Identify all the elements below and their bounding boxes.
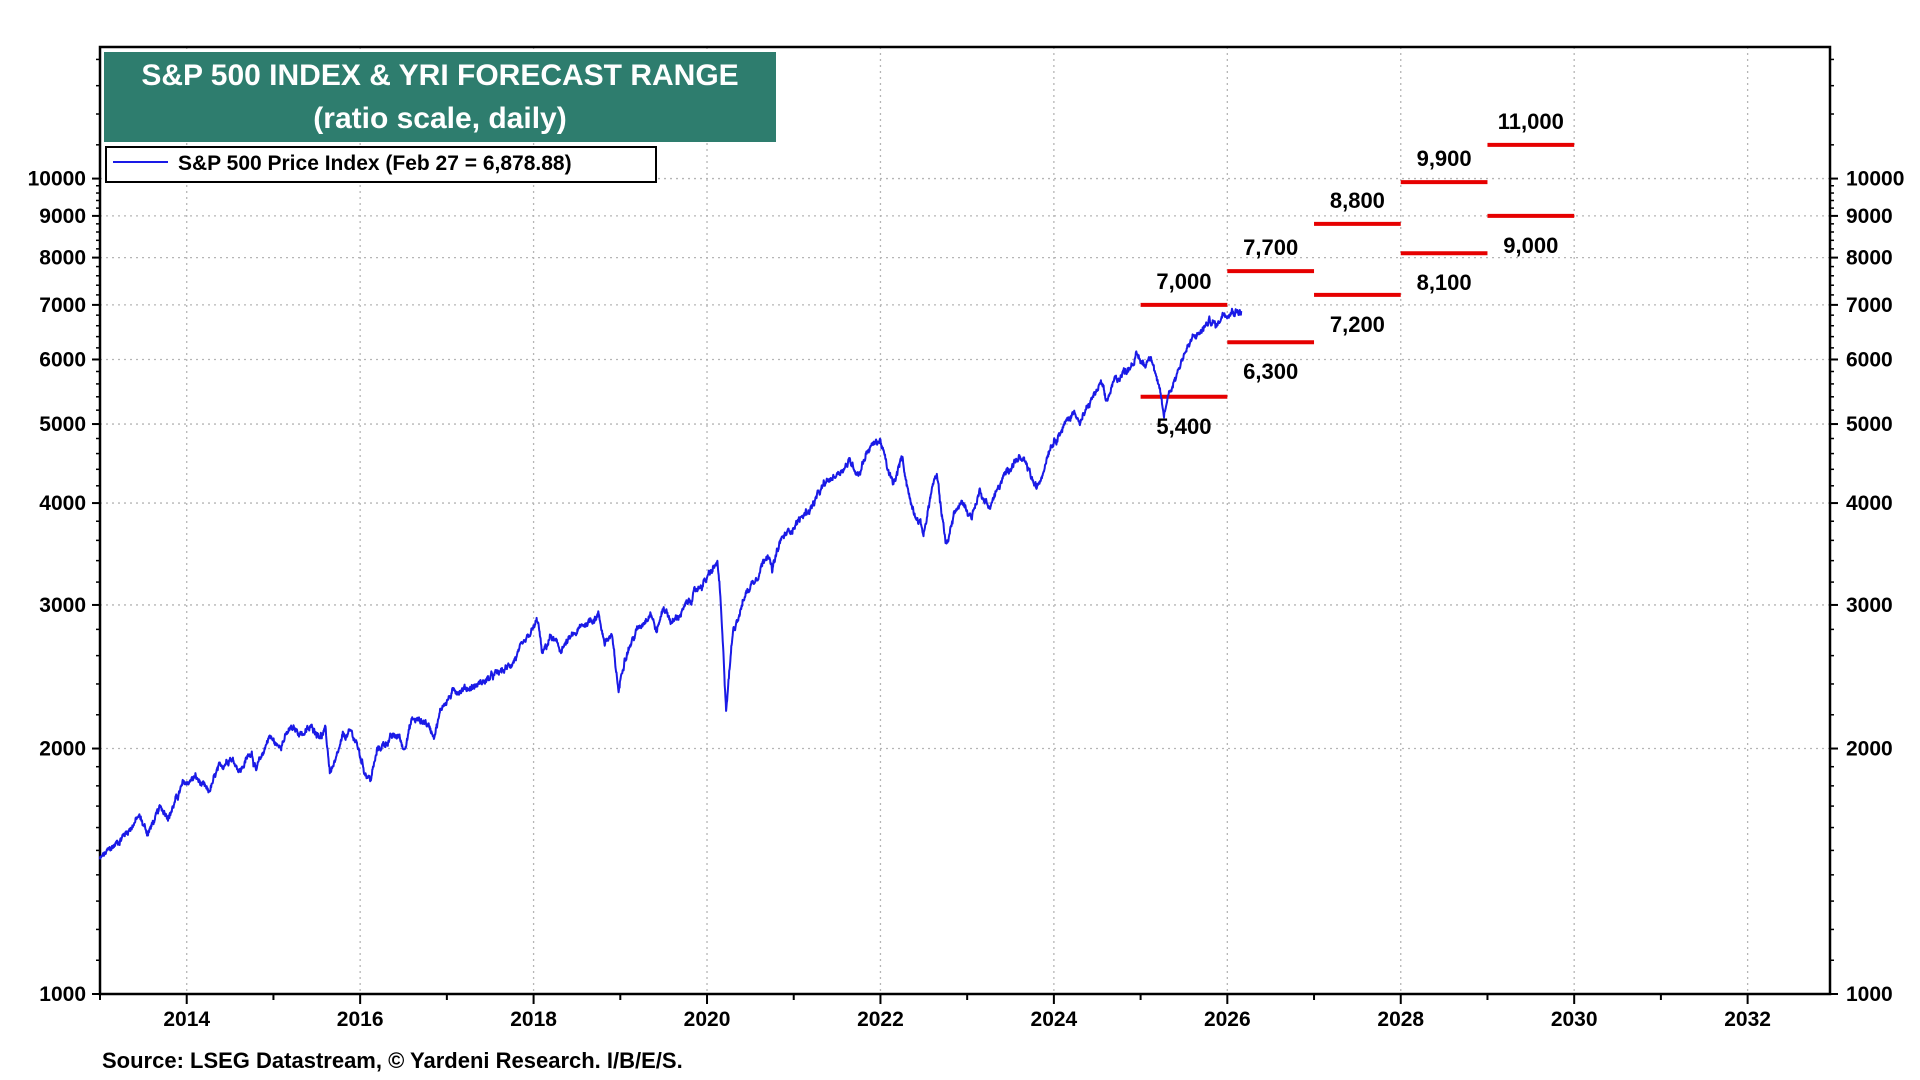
y-tick-label-left: 6000 — [39, 348, 86, 371]
sp500-price-line — [99, 307, 1243, 860]
y-tick-label-left: 2000 — [39, 738, 86, 761]
y-tick-label-left: 7000 — [39, 294, 86, 317]
x-tick-label: 2016 — [337, 1008, 384, 1031]
x-tick-label: 2026 — [1204, 1008, 1251, 1031]
x-tick-label: 2020 — [684, 1008, 731, 1031]
x-tick-label: 2028 — [1377, 1008, 1424, 1031]
y-tick-label-right: 4000 — [1846, 492, 1893, 515]
series-layer — [99, 307, 1243, 860]
x-tick-label: 2014 — [163, 1008, 210, 1031]
forecast-high-label: 7,000 — [1156, 269, 1211, 294]
y-tick-label-left: 5000 — [39, 413, 86, 436]
x-tick-label: 2032 — [1724, 1008, 1771, 1031]
y-tick-label-left: 1000 — [39, 983, 86, 1006]
y-tick-label-right: 3000 — [1846, 594, 1893, 617]
x-tick-label: 2024 — [1031, 1008, 1078, 1031]
source-note: Source: LSEG Datastream, © Yardeni Resea… — [102, 1048, 683, 1073]
axes: 1000 1000 2000 2000 3000 3000 4000 4000 5000 5000… — [28, 58, 1904, 1031]
title-background — [104, 52, 776, 142]
y-tick-label-left: 9000 — [39, 205, 86, 228]
forecast-low-label: 6,300 — [1243, 359, 1298, 384]
forecast-high-label: 8,800 — [1330, 188, 1385, 213]
chart-title-box: S&P 500 INDEX & YRI FORECAST RANGE (rati… — [104, 52, 776, 142]
forecast-high-label: 11,000 — [1498, 109, 1564, 134]
forecast-low-label: 9,000 — [1503, 233, 1558, 258]
y-tick-label-right: 8000 — [1846, 247, 1893, 270]
y-tick-label-left: 8000 — [39, 247, 86, 270]
chart-subtitle: (ratio scale, daily) — [313, 102, 566, 135]
y-tick-label-left: 4000 — [39, 492, 86, 515]
forecast-low-label: 5,400 — [1156, 414, 1211, 439]
x-tick-label: 2022 — [857, 1008, 904, 1031]
y-tick-label-left: 10000 — [28, 168, 86, 191]
legend: S&P 500 Price Index (Feb 27 = 6,878.88) — [105, 146, 657, 183]
x-tick-label: 2018 — [510, 1008, 557, 1031]
y-tick-label-right: 6000 — [1846, 348, 1893, 371]
y-tick-label-right: 7000 — [1846, 294, 1893, 317]
forecast-high-label: 9,900 — [1417, 146, 1472, 171]
grid-lines — [100, 47, 1830, 994]
y-tick-label-right: 2000 — [1846, 738, 1893, 761]
y-tick-label-left: 3000 — [39, 594, 86, 617]
plot-frame — [98, 45, 1832, 996]
chart-title: S&P 500 INDEX & YRI FORECAST RANGE — [141, 59, 738, 92]
forecast-high-label: 7,700 — [1243, 235, 1298, 260]
forecast-low-label: 8,100 — [1417, 270, 1472, 295]
legend-label: S&P 500 Price Index (Feb 27 = 6,878.88) — [178, 152, 572, 175]
forecast-ranges: 7,000 5,400 7,700 6,300 8,800 7,200 9,900 8,100… — [1140, 109, 1575, 439]
y-tick-label-right: 10000 — [1846, 168, 1904, 191]
y-tick-label-right: 1000 — [1846, 983, 1893, 1006]
y-tick-label-right: 9000 — [1846, 205, 1893, 228]
x-tick-label: 2030 — [1551, 1008, 1598, 1031]
y-tick-label-right: 5000 — [1846, 413, 1893, 436]
forecast-low-label: 7,200 — [1330, 312, 1385, 337]
legend-box — [105, 146, 657, 183]
